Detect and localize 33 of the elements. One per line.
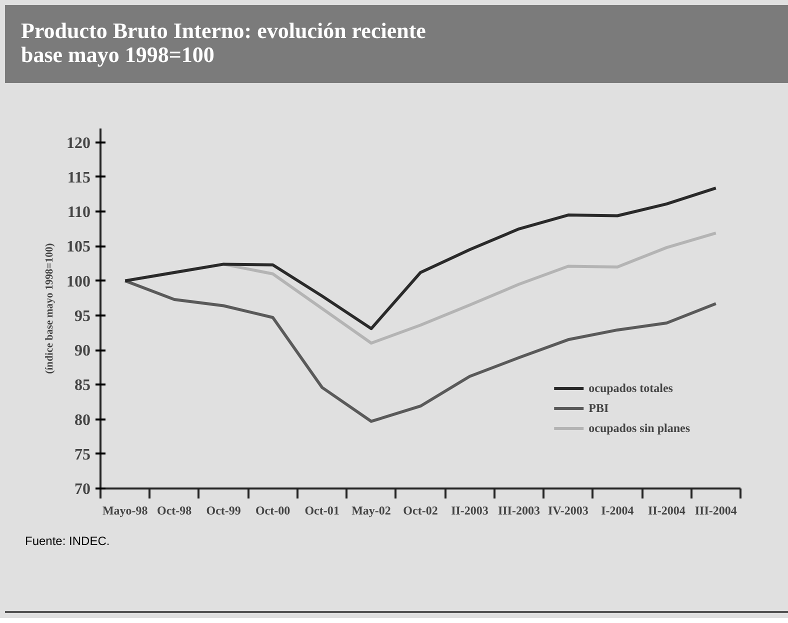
x-tick-label: May-02 [352,504,391,518]
y-tick-label: 90 [74,342,90,360]
x-tick-label: Oct-98 [157,504,192,518]
chart-subtitle: base mayo 1998=100 [21,42,216,67]
legend-label: ocupados sin planes [588,420,690,436]
x-tick-label: Oct-00 [255,504,290,518]
x-tick-label: Oct-99 [206,504,241,518]
x-tick-label: III-2004 [694,504,737,518]
legend-label: ocupados totales [588,380,673,396]
y-axis-title: (índice base mayo 1998=100) [44,242,56,374]
y-tick-label: 105 [66,238,90,256]
y-tick-label: 85 [74,377,90,394]
x-tick-label: III-2003 [498,504,540,518]
y-tick-label: 95 [74,308,90,325]
x-tick-label: II-2003 [451,504,488,518]
y-tick-label: 100 [66,273,90,290]
x-tick-label: Oct-01 [304,504,340,518]
x-tick-label: IV-2003 [548,504,588,518]
x-tick-label: Oct-02 [403,504,438,518]
y-tick-label: 120 [66,134,90,152]
y-tick-label: 110 [67,204,91,222]
y-tick-label: 115 [67,169,91,186]
x-tick-label: II-2004 [648,504,686,518]
x-tick-label: I-2004 [601,504,634,518]
y-tick-label: 75 [74,446,90,464]
line-series [124,186,718,330]
line-series [124,279,718,423]
y-tick-label: 80 [74,412,90,429]
y-tick-label: 70 [74,481,90,498]
x-tick-label: Mayo-98 [102,504,148,518]
source-note: Fuente: INDEC. [25,533,110,550]
chart-title: Producto Bruto Interno: evolución reciente [21,18,426,43]
legend-label: PBI [588,400,609,416]
